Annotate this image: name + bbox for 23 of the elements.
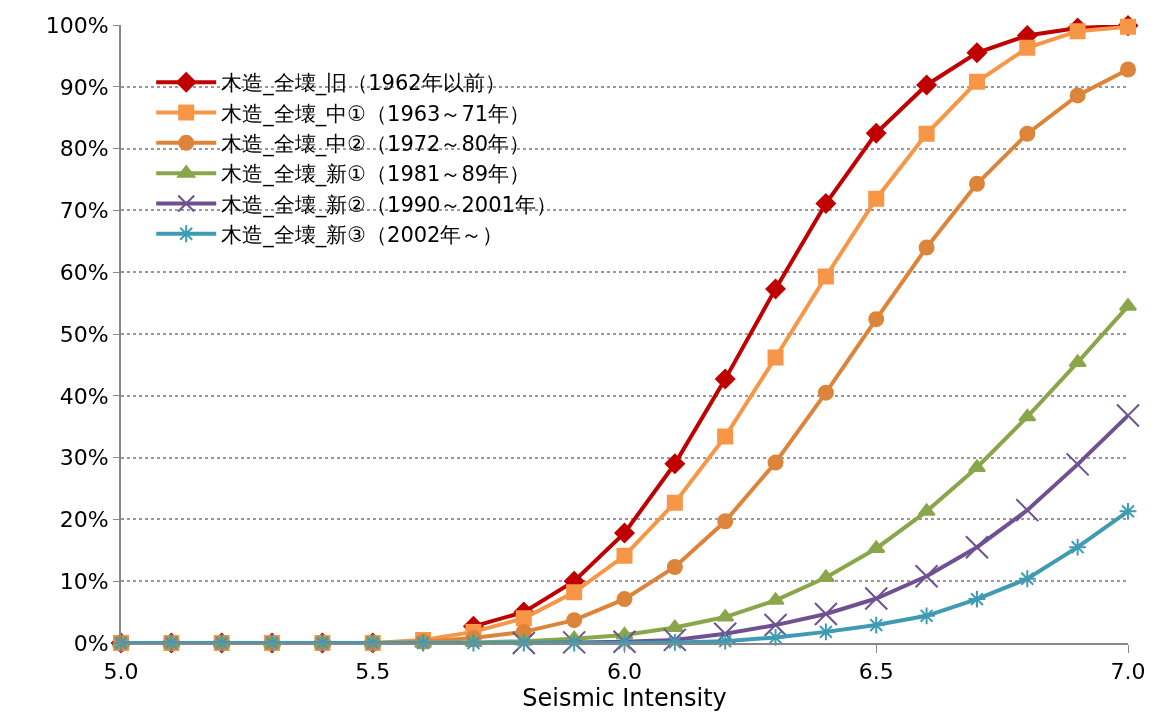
legend-label: 木造_全壊_中②（1972～80年） — [221, 132, 531, 158]
y-tick-label: 30% — [59, 445, 109, 471]
x-tick-label: 7.0 — [1110, 659, 1146, 685]
x-tick-label: 6.5 — [858, 659, 894, 685]
legend-label: 木造_全壊_新③（2002年～） — [221, 222, 504, 248]
y-tick-label: 20% — [59, 507, 109, 533]
y-tick-label: 60% — [59, 259, 109, 285]
legend-label: 木造_全壊_旧（1962年以前） — [221, 71, 506, 97]
legend-label: 木造_全壊_新②（1990～2001年） — [221, 192, 557, 218]
legend-label: 木造_全壊_中①（1963～71年） — [221, 101, 531, 127]
y-tick-label: 80% — [59, 136, 109, 162]
x-tick-label: 5.0 — [103, 659, 139, 685]
x-axis-title: Seismic Intensity — [522, 684, 727, 713]
y-tick-label: 40% — [59, 383, 109, 409]
y-tick-label: 90% — [59, 74, 109, 100]
x-tick-label: 5.5 — [355, 659, 391, 685]
y-tick-label: 50% — [59, 321, 109, 347]
y-tick-label: 0% — [73, 630, 109, 656]
y-tick-label: 100% — [45, 12, 109, 38]
y-tick-label: 70% — [59, 198, 109, 224]
legend-label: 木造_全壊_新①（1981～89年） — [221, 162, 531, 188]
x-tick-label: 6.0 — [607, 659, 642, 685]
y-tick-label: 10% — [59, 568, 109, 594]
